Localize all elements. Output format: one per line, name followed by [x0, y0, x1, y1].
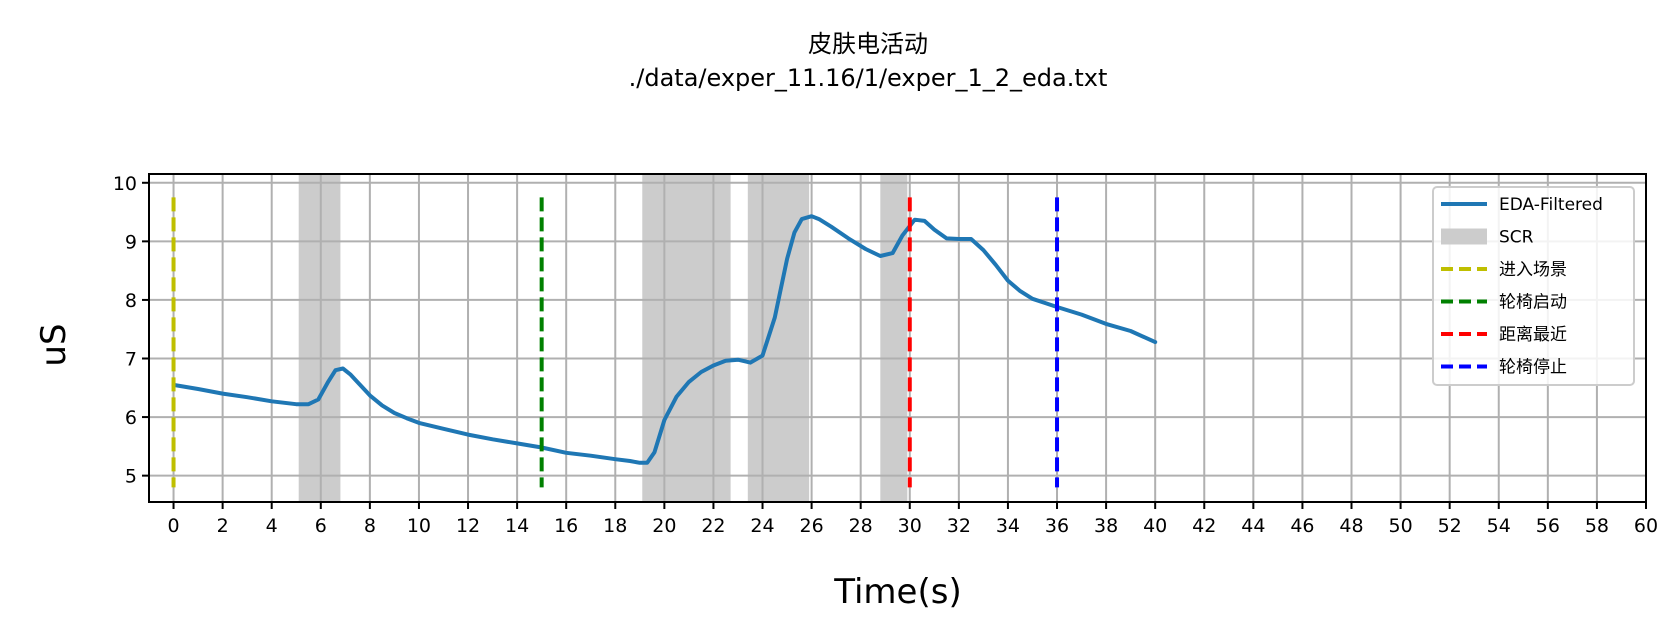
- chart-title: 皮肤电活动: [808, 30, 928, 58]
- x-tick-label: 10: [407, 515, 431, 537]
- series-layer: [171, 214, 1158, 465]
- x-tick-label: 46: [1290, 515, 1314, 537]
- x-tick-label: 16: [554, 515, 578, 537]
- y-tick-label: 6: [125, 407, 137, 429]
- x-tick-label: 14: [505, 515, 529, 537]
- y-tick-label: 9: [125, 231, 137, 253]
- axis-ticks: 0 2 4 6 8 10 12 14 16 18 20 22 24 26 28 30 32 34 36 38 40 42 4…: [113, 173, 1658, 537]
- y-tick-label: 10: [113, 173, 137, 195]
- chart-subtitle: ./data/exper_11.16/1/exper_1_2_eda.txt: [629, 64, 1108, 92]
- x-tick-label: 58: [1585, 515, 1609, 537]
- x-tick-label: 30: [898, 515, 922, 537]
- x-tick-label: 52: [1438, 515, 1462, 537]
- scr-region-0: [298, 174, 341, 502]
- x-tick-label: 36: [1045, 515, 1069, 537]
- x-tick-label: 44: [1241, 515, 1265, 537]
- x-tick-label: 22: [701, 515, 725, 537]
- legend-label: 进入场景: [1499, 260, 1567, 280]
- x-tick-label: 8: [364, 515, 376, 537]
- x-tick-label: 0: [167, 515, 179, 537]
- y-tick-label: 8: [125, 290, 137, 312]
- scr-region-3: [880, 174, 908, 502]
- y-tick-label: 7: [125, 349, 137, 371]
- legend-label: EDA-Filtered: [1499, 195, 1603, 215]
- x-tick-label: 26: [800, 515, 824, 537]
- x-tick-label: 40: [1143, 515, 1167, 537]
- legend-label: 轮椅停止: [1499, 358, 1567, 378]
- y-tick-label: 5: [125, 466, 137, 488]
- x-tick-label: 38: [1094, 515, 1118, 537]
- plot-frame: [148, 173, 1647, 503]
- x-tick-label: 12: [456, 515, 480, 537]
- legend-swatch: [1441, 228, 1487, 245]
- x-tick-label: 50: [1388, 515, 1412, 537]
- scr-regions: [298, 174, 908, 502]
- x-tick-label: 28: [849, 515, 873, 537]
- x-tick-label: 32: [947, 515, 971, 537]
- x-tick-label: 42: [1192, 515, 1216, 537]
- x-tick-label: 56: [1536, 515, 1560, 537]
- x-tick-label: 2: [217, 515, 229, 537]
- x-tick-label: 18: [603, 515, 627, 537]
- legend-label: SCR: [1499, 228, 1534, 248]
- legend-label: 距离最近: [1499, 325, 1567, 345]
- x-tick-label: 60: [1634, 515, 1658, 537]
- x-tick-label: 20: [652, 515, 676, 537]
- x-tick-label: 34: [996, 515, 1020, 537]
- x-axis-label: Time(s): [833, 572, 961, 612]
- y-axis-label: uS: [34, 323, 74, 366]
- scr-region-2: [747, 174, 810, 502]
- event-lines: [171, 197, 1060, 488]
- x-tick-label: 6: [315, 515, 327, 537]
- series-line-0: [171, 214, 1158, 465]
- x-tick-label: 54: [1487, 515, 1511, 537]
- legend-label: 轮椅启动: [1499, 293, 1567, 313]
- x-tick-label: 48: [1339, 515, 1363, 537]
- x-tick-label: 4: [266, 515, 278, 537]
- legend-box: [1432, 186, 1635, 386]
- x-tick-label: 24: [750, 515, 774, 537]
